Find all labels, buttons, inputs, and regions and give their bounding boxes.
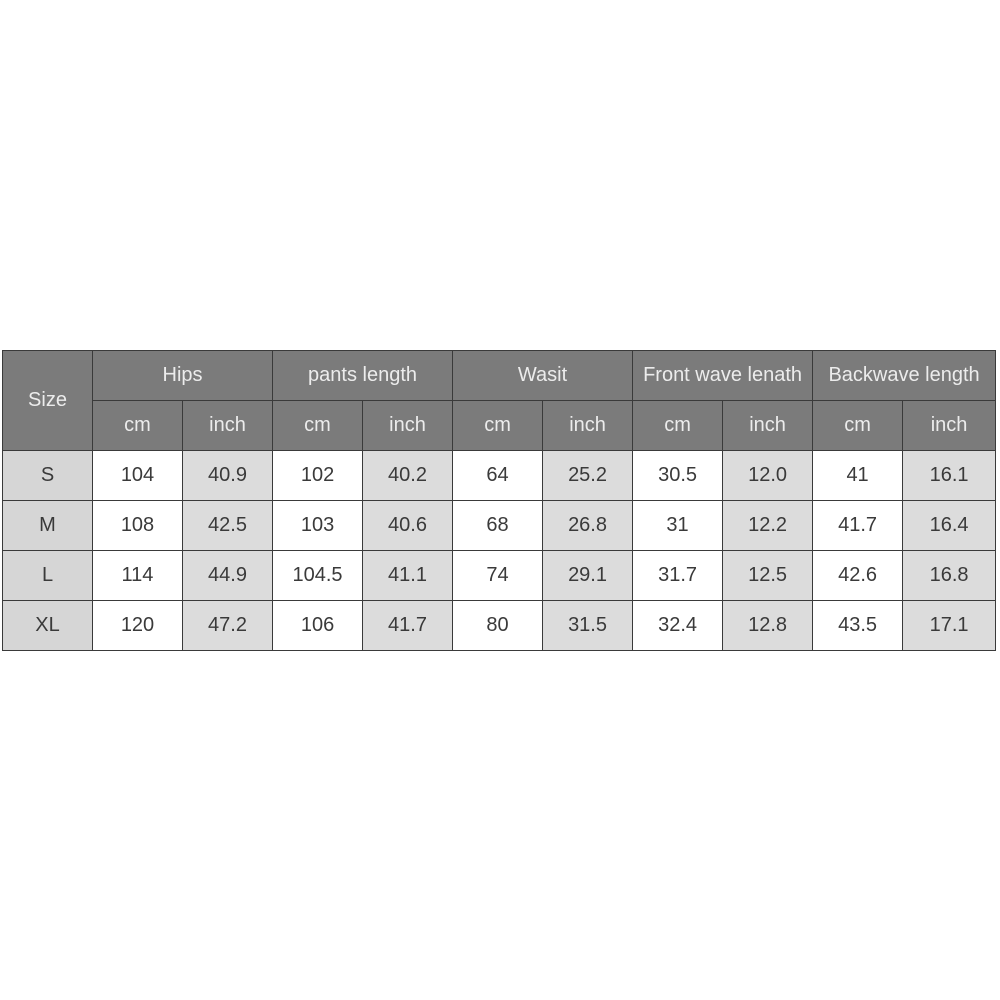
cm-value-cell: 102 (272, 450, 364, 501)
table-row: S 104 40.9 102 40.2 64 25.2 30.5 12.0 41 16.1 (2, 450, 997, 501)
table-row: L 114 44.9 104.5 41.1 74 29.1 31.7 12.5 42.6 16.8 (2, 550, 997, 601)
table-row: XL 120 47.2 106 41.7 80 31.5 32.4 12.8 43.5 17.1 (2, 600, 997, 651)
size-cell: L (2, 550, 93, 601)
cm-value-cell: 41 (812, 450, 904, 501)
unit-header: inch (902, 400, 997, 451)
size-cell: S (2, 450, 93, 501)
cm-value-cell: 31.7 (632, 550, 724, 601)
inch-value-cell: 25.2 (542, 450, 634, 501)
inch-value-cell: 12.2 (722, 500, 814, 551)
inch-value-cell: 17.1 (902, 600, 997, 651)
size-header: Size (2, 350, 93, 451)
unit-header: inch (722, 400, 814, 451)
cm-value-cell: 31 (632, 500, 724, 551)
unit-header: cm (92, 400, 183, 451)
backwave-length-header: Backwave length (812, 350, 997, 401)
inch-value-cell: 41.7 (362, 600, 454, 651)
inch-value-cell: 40.9 (181, 450, 274, 501)
cm-value-cell: 41.7 (812, 500, 904, 551)
unit-header: inch (542, 400, 634, 451)
waist-header: Wasit (452, 350, 634, 401)
cm-value-cell: 43.5 (812, 600, 904, 651)
inch-value-cell: 42.5 (181, 500, 274, 551)
unit-header-row: cm inch cm inch cm inch cm inch cm inch (3, 400, 997, 451)
cm-value-cell: 30.5 (632, 450, 724, 501)
inch-value-cell: 44.9 (181, 550, 274, 601)
inch-value-cell: 31.5 (542, 600, 634, 651)
inch-value-cell: 12.0 (722, 450, 814, 501)
unit-header: inch (362, 400, 454, 451)
size-cell: XL (2, 600, 93, 651)
inch-value-cell: 16.1 (902, 450, 997, 501)
front-wave-length-header: Front wave lenath (632, 350, 814, 401)
cm-value-cell: 74 (452, 550, 544, 601)
cm-value-cell: 114 (92, 550, 183, 601)
size-chart-table: Size Hips pants length Wasit Front wave … (2, 350, 997, 651)
inch-value-cell: 40.6 (362, 500, 454, 551)
table-row: M 108 42.5 103 40.6 68 26.8 31 12.2 41.7 16.4 (2, 500, 997, 551)
inch-value-cell: 40.2 (362, 450, 454, 501)
unit-header: cm (452, 400, 544, 451)
cm-value-cell: 42.6 (812, 550, 904, 601)
inch-value-cell: 12.8 (722, 600, 814, 651)
cm-value-cell: 104 (92, 450, 183, 501)
inch-value-cell: 47.2 (181, 600, 274, 651)
cm-value-cell: 68 (452, 500, 544, 551)
cm-value-cell: 108 (92, 500, 183, 551)
unit-header: cm (812, 400, 904, 451)
cm-value-cell: 120 (92, 600, 183, 651)
cm-value-cell: 80 (452, 600, 544, 651)
inch-value-cell: 16.8 (902, 550, 997, 601)
unit-header: cm (272, 400, 364, 451)
cm-value-cell: 103 (272, 500, 364, 551)
inch-value-cell: 29.1 (542, 550, 634, 601)
size-chart-body: S 104 40.9 102 40.2 64 25.2 30.5 12.0 41 16.1 M 108 4… (2, 450, 997, 651)
inch-value-cell: 26.8 (542, 500, 634, 551)
cm-value-cell: 104.5 (272, 550, 364, 601)
inch-value-cell: 12.5 (722, 550, 814, 601)
group-header-row: Size Hips pants length Wasit Front wave … (2, 350, 997, 451)
cm-value-cell: 32.4 (632, 600, 724, 651)
cm-value-cell: 64 (452, 450, 544, 501)
size-cell: M (2, 500, 93, 551)
unit-header: inch (181, 400, 274, 451)
cm-value-cell: 106 (272, 600, 364, 651)
pants-length-header: pants length (272, 350, 454, 401)
inch-value-cell: 16.4 (902, 500, 997, 551)
unit-header: cm (632, 400, 724, 451)
inch-value-cell: 41.1 (362, 550, 454, 601)
hips-header: Hips (91, 350, 274, 401)
